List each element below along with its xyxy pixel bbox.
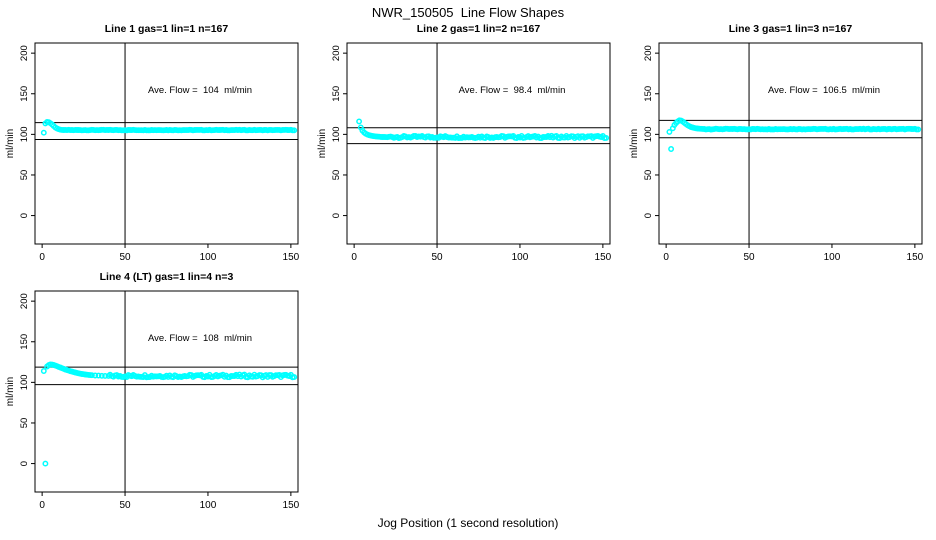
plot-box [346, 42, 611, 245]
data-point [356, 118, 363, 125]
subplot-line1: Line 1 gas=1 lin=1 n=167 Ave. Flow = 104… [0, 19, 312, 267]
y-tick-label: 0 [643, 213, 654, 218]
subplot-line4: Line 4 (LT) gas=1 lin=4 n=3 Ave. Flow = … [0, 267, 312, 515]
figure-title: NWR_150505 Line Flow Shapes [371, 5, 565, 20]
data-point [666, 128, 673, 135]
subplot-line3-title: Line 3 gas=1 lin=3 n=167 [728, 23, 853, 35]
x-tick-label: 0 [39, 252, 45, 263]
y-tick-label: 50 [643, 170, 654, 181]
y-tick-label: 100 [19, 374, 30, 390]
x-tick-label: 50 [119, 500, 131, 511]
data-point [40, 368, 47, 374]
data-point [668, 146, 675, 152]
x-tick-label: 100 [200, 252, 217, 263]
plot-canvas-line4: 0 50 100 150 0 50 100 150 200 ml/min [5, 290, 300, 511]
y-tick-label: 100 [331, 126, 342, 142]
y-axis-label: ml/min [5, 377, 16, 406]
data-point [42, 460, 49, 467]
plot-canvas-line1: 0 50 100 150 0 50 100 150 200 ml/min [5, 42, 300, 263]
y-tick-label: 200 [331, 45, 342, 61]
plot-box [34, 42, 299, 245]
x-tick-label: 100 [824, 252, 841, 263]
y-tick-label: 50 [331, 170, 342, 181]
y-tick-label: 150 [19, 86, 30, 102]
data-point [291, 374, 298, 381]
x-tick-label: 0 [663, 252, 669, 263]
ave-flow-annotation-line1: Ave. Flow = 104 ml/min [147, 85, 253, 96]
x-tick-label: 150 [595, 252, 612, 263]
subplot-line4-title: Line 4 (LT) gas=1 lin=4 n=3 [99, 271, 234, 283]
x-tick-label: 0 [351, 252, 357, 263]
data-point [102, 372, 109, 379]
data-point [88, 372, 95, 379]
plot-box [34, 290, 299, 493]
data-point [92, 372, 99, 379]
y-tick-label: 150 [331, 86, 342, 102]
x-tick-label: 50 [743, 252, 755, 263]
plot-box [658, 42, 923, 245]
data-point [291, 127, 298, 134]
y-tick-label: 0 [19, 461, 30, 466]
x-tick-label: 150 [283, 500, 300, 511]
y-tick-label: 150 [643, 86, 654, 102]
ave-flow-annotation-line2: Ave. Flow = 98.4 ml/min [458, 85, 566, 96]
x-tick-label: 100 [512, 252, 529, 263]
y-tick-label: 150 [19, 334, 30, 350]
y-tick-label: 200 [19, 293, 30, 309]
ave-flow-annotation-line4: Ave. Flow = 108 ml/min [147, 333, 253, 344]
y-tick-label: 0 [19, 213, 30, 218]
plot-canvas-line2: 0 50 100 150 0 50 100 150 200 ml/min [317, 42, 612, 263]
x-tick-label: 50 [119, 252, 131, 263]
data-point [915, 126, 922, 133]
y-axis-label: ml/min [5, 129, 16, 158]
x-tick-label: 50 [431, 252, 443, 263]
data-point [603, 134, 610, 141]
y-tick-label: 200 [19, 45, 30, 61]
data-point [95, 372, 102, 379]
subplot-line2: Line 2 gas=1 lin=2 n=167 Ave. Flow = 98.… [312, 19, 624, 267]
y-tick-label: 0 [331, 213, 342, 218]
ave-flow-annotation-line3: Ave. Flow = 106.5 ml/min [767, 85, 881, 96]
y-tick-label: 50 [19, 418, 30, 429]
y-tick-label: 200 [643, 45, 654, 61]
subplot-line3: Line 3 gas=1 lin=3 n=167 Ave. Flow = 106… [624, 19, 936, 267]
data-point [98, 372, 105, 379]
x-tick-label: 100 [200, 500, 217, 511]
subplot-line2-title: Line 2 gas=1 lin=2 n=167 [416, 23, 541, 35]
y-tick-label: 50 [19, 170, 30, 181]
y-tick-label: 100 [643, 126, 654, 142]
x-axis-label: Jog Position (1 second resolution) [377, 516, 559, 530]
y-tick-label: 100 [19, 126, 30, 142]
x-tick-label: 150 [283, 252, 300, 263]
subplot-line1-title: Line 1 gas=1 lin=1 n=167 [104, 23, 229, 35]
y-axis-label: ml/min [317, 129, 328, 158]
data-point [40, 129, 47, 136]
plot-canvas-line3: 0 50 100 150 0 50 100 150 200 ml/min [629, 42, 924, 263]
x-tick-label: 0 [39, 500, 45, 511]
x-tick-label: 150 [907, 252, 924, 263]
y-axis-label: ml/min [629, 129, 640, 158]
